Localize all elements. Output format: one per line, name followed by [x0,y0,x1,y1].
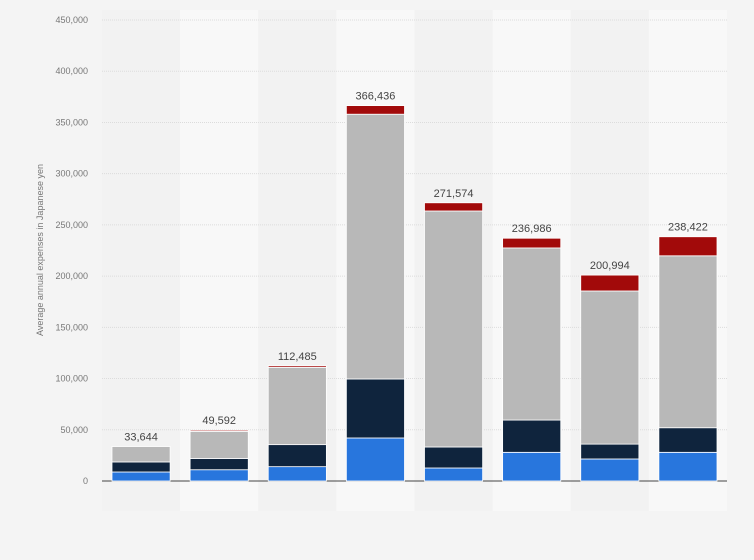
y-tick-label: 400,000 [55,66,88,76]
bar-segment [111,471,171,482]
bar-segment [424,202,484,212]
bar-segment [267,444,327,468]
bar-segment [189,458,249,471]
data-label: 200,994 [590,260,630,272]
bar-segment [658,236,718,257]
bar-segment [424,446,484,469]
bar-segment [658,427,718,453]
bar-segment [580,290,640,445]
data-label: 271,574 [434,188,474,200]
bar-segment [580,443,640,460]
bar-segment [424,210,484,448]
bar-segment [111,446,171,463]
bar-segment [189,430,249,459]
bar-segment [502,237,562,249]
bar-segment [267,366,327,446]
y-tick-label: 300,000 [55,169,88,179]
bar-segment [502,451,562,482]
y-tick-label: 450,000 [55,15,88,25]
bar-segment [189,429,249,432]
data-label: 33,644 [124,432,158,444]
y-tick-label: 200,000 [55,271,88,281]
y-tick-label: 100,000 [55,374,88,384]
bar-segment [345,113,405,380]
y-tick-label: 150,000 [55,322,88,332]
y-tick-label: 350,000 [55,117,88,127]
bar-segment [502,247,562,421]
data-label: 49,592 [202,415,236,427]
bar-segment [267,466,327,482]
y-tick-label: 0 [83,476,88,486]
bar-segment [345,378,405,439]
column-band [180,10,259,511]
column-band [102,10,181,511]
bar-segment [345,437,405,482]
data-label: 112,485 [278,351,317,363]
data-label: 236,986 [512,223,552,235]
bar-segment [424,467,484,482]
bar-segment [111,461,171,473]
data-label: 366,436 [356,91,396,103]
bar-segment [658,451,718,482]
data-label: 238,422 [668,222,708,234]
bar-segment [580,274,640,292]
bar-segment [580,458,640,482]
bar-segment [502,419,562,453]
bar-segment [189,469,249,482]
bar-segment [658,255,718,429]
bar-segment [267,365,327,368]
y-axis-label: Average annual expenses in Japanese yen [35,164,45,336]
y-tick-label: 250,000 [55,220,88,230]
y-tick-label: 50,000 [60,425,88,435]
bar-segment [345,105,405,115]
